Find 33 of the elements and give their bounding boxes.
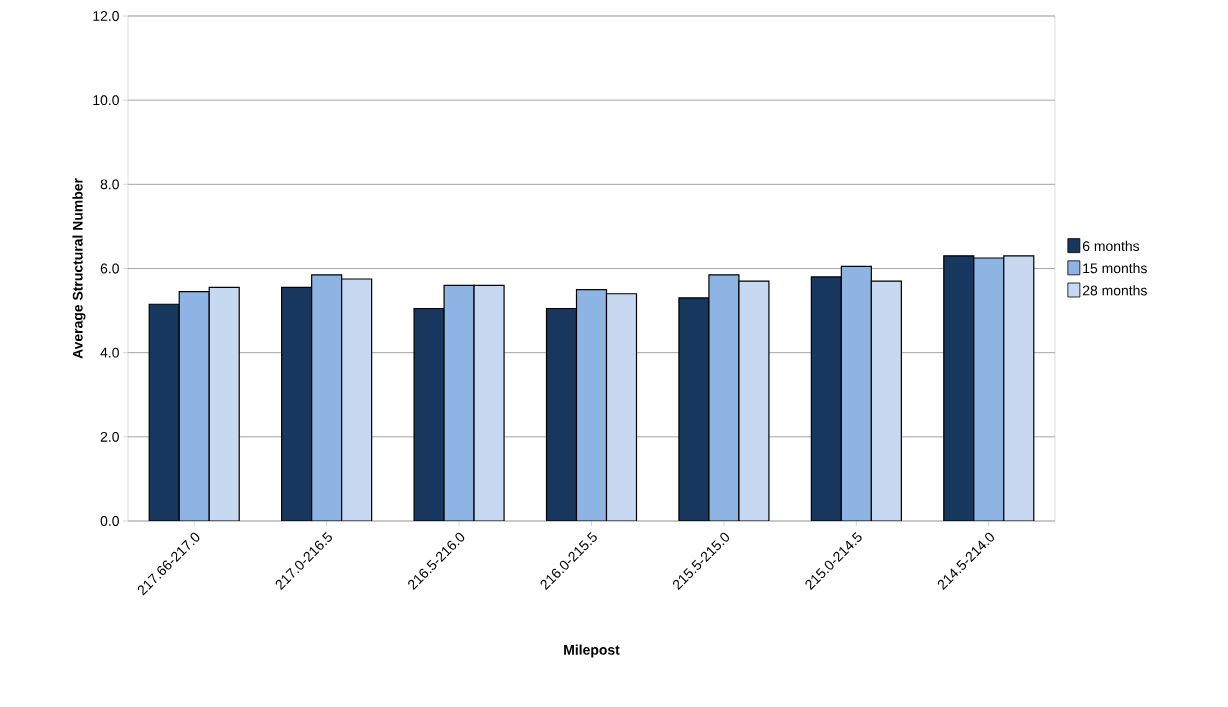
bar (973, 257, 1005, 521)
legend-label: 15 months (1083, 263, 1147, 274)
bar (708, 274, 740, 521)
bar (840, 265, 872, 521)
y-axis-title: Average Structural Number (72, 178, 86, 359)
y-tick-label: 2.0 (100, 431, 119, 442)
bar (738, 280, 770, 521)
bar (443, 284, 475, 521)
y-tick-label: 6.0 (100, 263, 119, 274)
y-tick-label: 12.0 (93, 11, 119, 21)
bar (943, 255, 975, 521)
bar (473, 284, 505, 521)
legend-label: 28 months (1082, 285, 1147, 296)
y-tick-label: 4.0 (100, 347, 119, 358)
bar (605, 293, 638, 521)
bar (311, 274, 343, 521)
y-tick-label: 8.0 (100, 179, 119, 190)
y-tick-label: 0.0 (100, 516, 119, 526)
bar (870, 280, 902, 521)
bar (148, 303, 180, 521)
x-axis-title: Milepost (564, 644, 620, 658)
bar (575, 288, 608, 521)
bar (208, 286, 240, 521)
bar (545, 307, 578, 521)
bar (341, 278, 373, 521)
bar (678, 297, 710, 521)
bar (413, 307, 445, 521)
bar (281, 286, 313, 521)
legend-label: 6 months (1082, 240, 1140, 252)
y-tick-label: 10.0 (93, 95, 119, 106)
bar (178, 291, 210, 521)
bar (1003, 255, 1035, 521)
bar (810, 276, 842, 521)
